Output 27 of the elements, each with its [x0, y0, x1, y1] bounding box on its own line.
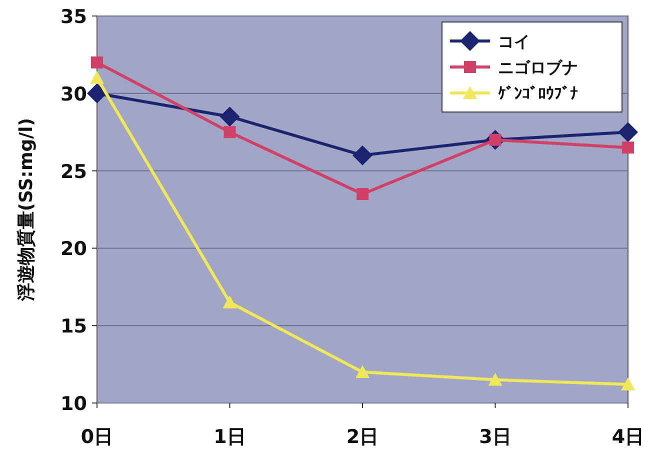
x-tick-label: 0日	[80, 426, 114, 448]
point	[222, 295, 237, 308]
point	[618, 122, 638, 142]
point	[356, 188, 368, 200]
y-tick-label: 15	[60, 316, 87, 338]
y-tick-label: 20	[60, 238, 87, 260]
y-tick-label: 30	[60, 83, 87, 106]
x-tick-label: 4日	[612, 426, 644, 448]
y-tick-label: 35	[60, 6, 87, 28]
x-tick-label: 3日	[479, 426, 512, 448]
legend-label: コイ	[498, 32, 530, 51]
point	[352, 145, 372, 166]
point	[91, 56, 103, 68]
legend-label: ニゴロブナ	[498, 58, 578, 77]
y-tick-label: 10	[60, 393, 87, 415]
point	[220, 106, 240, 127]
point	[622, 142, 634, 154]
point	[224, 126, 236, 138]
y-tick-label: 25	[60, 160, 87, 183]
point	[356, 365, 370, 378]
point	[488, 372, 502, 386]
point	[90, 70, 104, 84]
x-tick-label: 2日	[346, 426, 379, 448]
y-axis-title: 浮遊物質量(SS:mg/l)	[16, 118, 37, 302]
x-tick-label: 1日	[214, 426, 246, 448]
point	[621, 377, 635, 390]
legend-label: ｹﾞﾝｺﾞﾛｳﾌﾞﾅ	[498, 84, 578, 103]
